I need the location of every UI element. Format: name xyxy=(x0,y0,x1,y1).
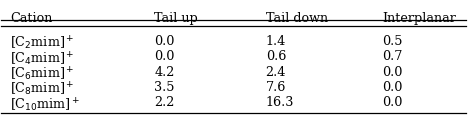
Text: 4.2: 4.2 xyxy=(154,65,174,79)
Text: 2.2: 2.2 xyxy=(154,96,174,109)
Text: 0.0: 0.0 xyxy=(382,65,402,79)
Text: 0.7: 0.7 xyxy=(382,50,402,63)
Text: [C$_{10}$mim]$^+$: [C$_{10}$mim]$^+$ xyxy=(10,96,80,114)
Text: 3.5: 3.5 xyxy=(154,81,174,94)
Text: 2.4: 2.4 xyxy=(265,65,286,79)
Text: 16.3: 16.3 xyxy=(265,96,294,109)
Text: 0.6: 0.6 xyxy=(265,50,286,63)
Text: 0.0: 0.0 xyxy=(154,35,174,48)
Text: Interplanar: Interplanar xyxy=(382,12,456,25)
Text: Tail down: Tail down xyxy=(265,12,328,25)
Text: 1.4: 1.4 xyxy=(265,35,286,48)
Text: 0.0: 0.0 xyxy=(382,81,402,94)
Text: Tail up: Tail up xyxy=(154,12,198,25)
Text: 7.6: 7.6 xyxy=(265,81,286,94)
Text: 0.0: 0.0 xyxy=(382,96,402,109)
Text: Cation: Cation xyxy=(10,12,52,25)
Text: [C$_6$mim]$^+$: [C$_6$mim]$^+$ xyxy=(10,65,74,83)
Text: 0.0: 0.0 xyxy=(154,50,174,63)
Text: [C$_8$mim]$^+$: [C$_8$mim]$^+$ xyxy=(10,81,74,98)
Text: [C$_4$mim]$^+$: [C$_4$mim]$^+$ xyxy=(10,50,74,68)
Text: 0.5: 0.5 xyxy=(382,35,402,48)
Text: [C$_2$mim]$^+$: [C$_2$mim]$^+$ xyxy=(10,35,74,52)
